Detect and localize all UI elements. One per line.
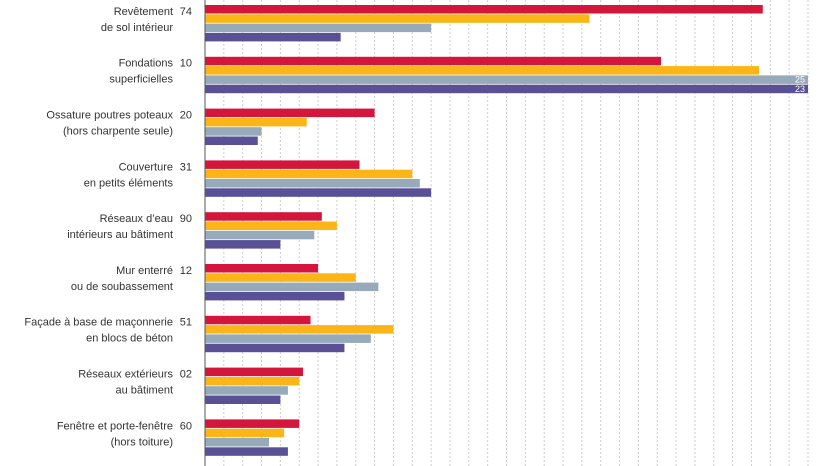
category-label: Fenêtre et porte-fenêtre [57, 420, 173, 432]
bar [205, 117, 307, 127]
bar [205, 240, 281, 249]
bar [205, 315, 311, 325]
category-label: Mur enterré [116, 265, 173, 277]
bar [205, 75, 808, 84]
category-code: 20 [180, 110, 192, 122]
value-label: 23 [795, 84, 805, 94]
bar [205, 428, 285, 438]
value-label: 25 [795, 75, 805, 85]
category-label: en blocs de béton [86, 333, 173, 345]
category-label: au bâtiment [116, 385, 173, 397]
bar [205, 66, 760, 75]
category-label: Ossature poutres poteaux [46, 110, 173, 122]
bar [205, 56, 662, 66]
category-code: 12 [180, 265, 192, 277]
bar [205, 395, 281, 404]
bar [205, 230, 315, 240]
bar [205, 84, 808, 94]
category-label: Fondations [119, 58, 174, 70]
bar [205, 264, 319, 273]
category-code: 10 [180, 58, 192, 70]
category-label: Réseaux d’eau [100, 213, 173, 225]
bar [205, 108, 375, 118]
bar [205, 447, 288, 456]
category-label: intérieurs au bâtiment [67, 229, 173, 241]
bar [205, 419, 300, 428]
category-label: (hors charpente seule) [63, 126, 173, 138]
category-code: 60 [180, 420, 192, 432]
bar [205, 343, 345, 353]
bar [205, 282, 379, 292]
category-code: 90 [180, 213, 192, 225]
bar [205, 212, 322, 221]
bar [205, 188, 432, 197]
bar [205, 23, 432, 33]
category-label: en petits éléments [84, 177, 174, 189]
bar [205, 169, 413, 179]
category-code: 31 [180, 161, 192, 173]
category-label: Couverture [119, 161, 173, 173]
category-label: Réseaux extérieurs [78, 369, 173, 381]
category-label: (hors toiture) [111, 436, 173, 448]
bar [205, 325, 394, 334]
bar [205, 127, 262, 136]
category-code: 74 [180, 6, 192, 18]
bar [205, 14, 590, 23]
bar [205, 438, 270, 447]
bar [205, 136, 258, 145]
bar [205, 367, 303, 377]
bar [205, 376, 300, 386]
category-code: 51 [180, 317, 192, 329]
category-code: 02 [180, 369, 192, 381]
category-label: superficielles [109, 74, 173, 86]
category-label: Revêtement [114, 6, 173, 18]
bar [205, 291, 345, 301]
bar [205, 273, 356, 282]
bar [205, 32, 341, 42]
bar [205, 179, 420, 188]
bar [205, 334, 371, 343]
bar [205, 5, 763, 14]
category-label: ou de soubassement [71, 281, 173, 293]
category-label: de sol intérieur [101, 22, 173, 34]
bar [205, 386, 288, 395]
bar [205, 221, 337, 230]
bar [205, 160, 360, 169]
category-label: Façade à base de maçonnerie [24, 317, 173, 329]
